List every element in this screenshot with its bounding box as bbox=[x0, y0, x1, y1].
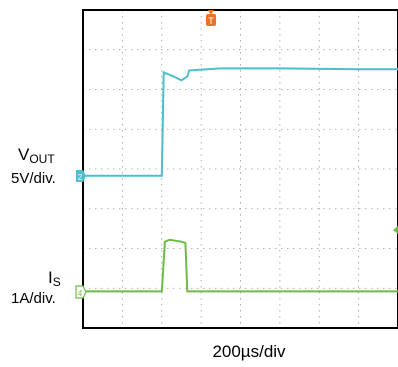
channel-4-id: 4 bbox=[78, 289, 83, 298]
channel-4-ground-marker-icon: 4 bbox=[75, 285, 87, 299]
timebase-label: 200µs/div bbox=[212, 342, 286, 361]
is-channel-name: IS bbox=[48, 268, 61, 289]
vout-trace bbox=[83, 67, 398, 177]
vout-channel-name: VOUT bbox=[18, 145, 55, 166]
trigger-label: T bbox=[208, 16, 214, 26]
plot-frame bbox=[82, 9, 398, 329]
is-trace bbox=[83, 238, 398, 293]
trigger-marker-icon: T bbox=[206, 10, 216, 26]
vout-scale-label: 5V/div. bbox=[11, 170, 56, 187]
trace-offscreen-arrow-icon bbox=[393, 226, 398, 234]
graticule bbox=[83, 10, 398, 328]
channel-2-id: 2 bbox=[78, 173, 83, 182]
channel-2-ground-marker-icon: 2 bbox=[76, 170, 86, 182]
is-scale-label: 1A/div. bbox=[11, 290, 56, 307]
